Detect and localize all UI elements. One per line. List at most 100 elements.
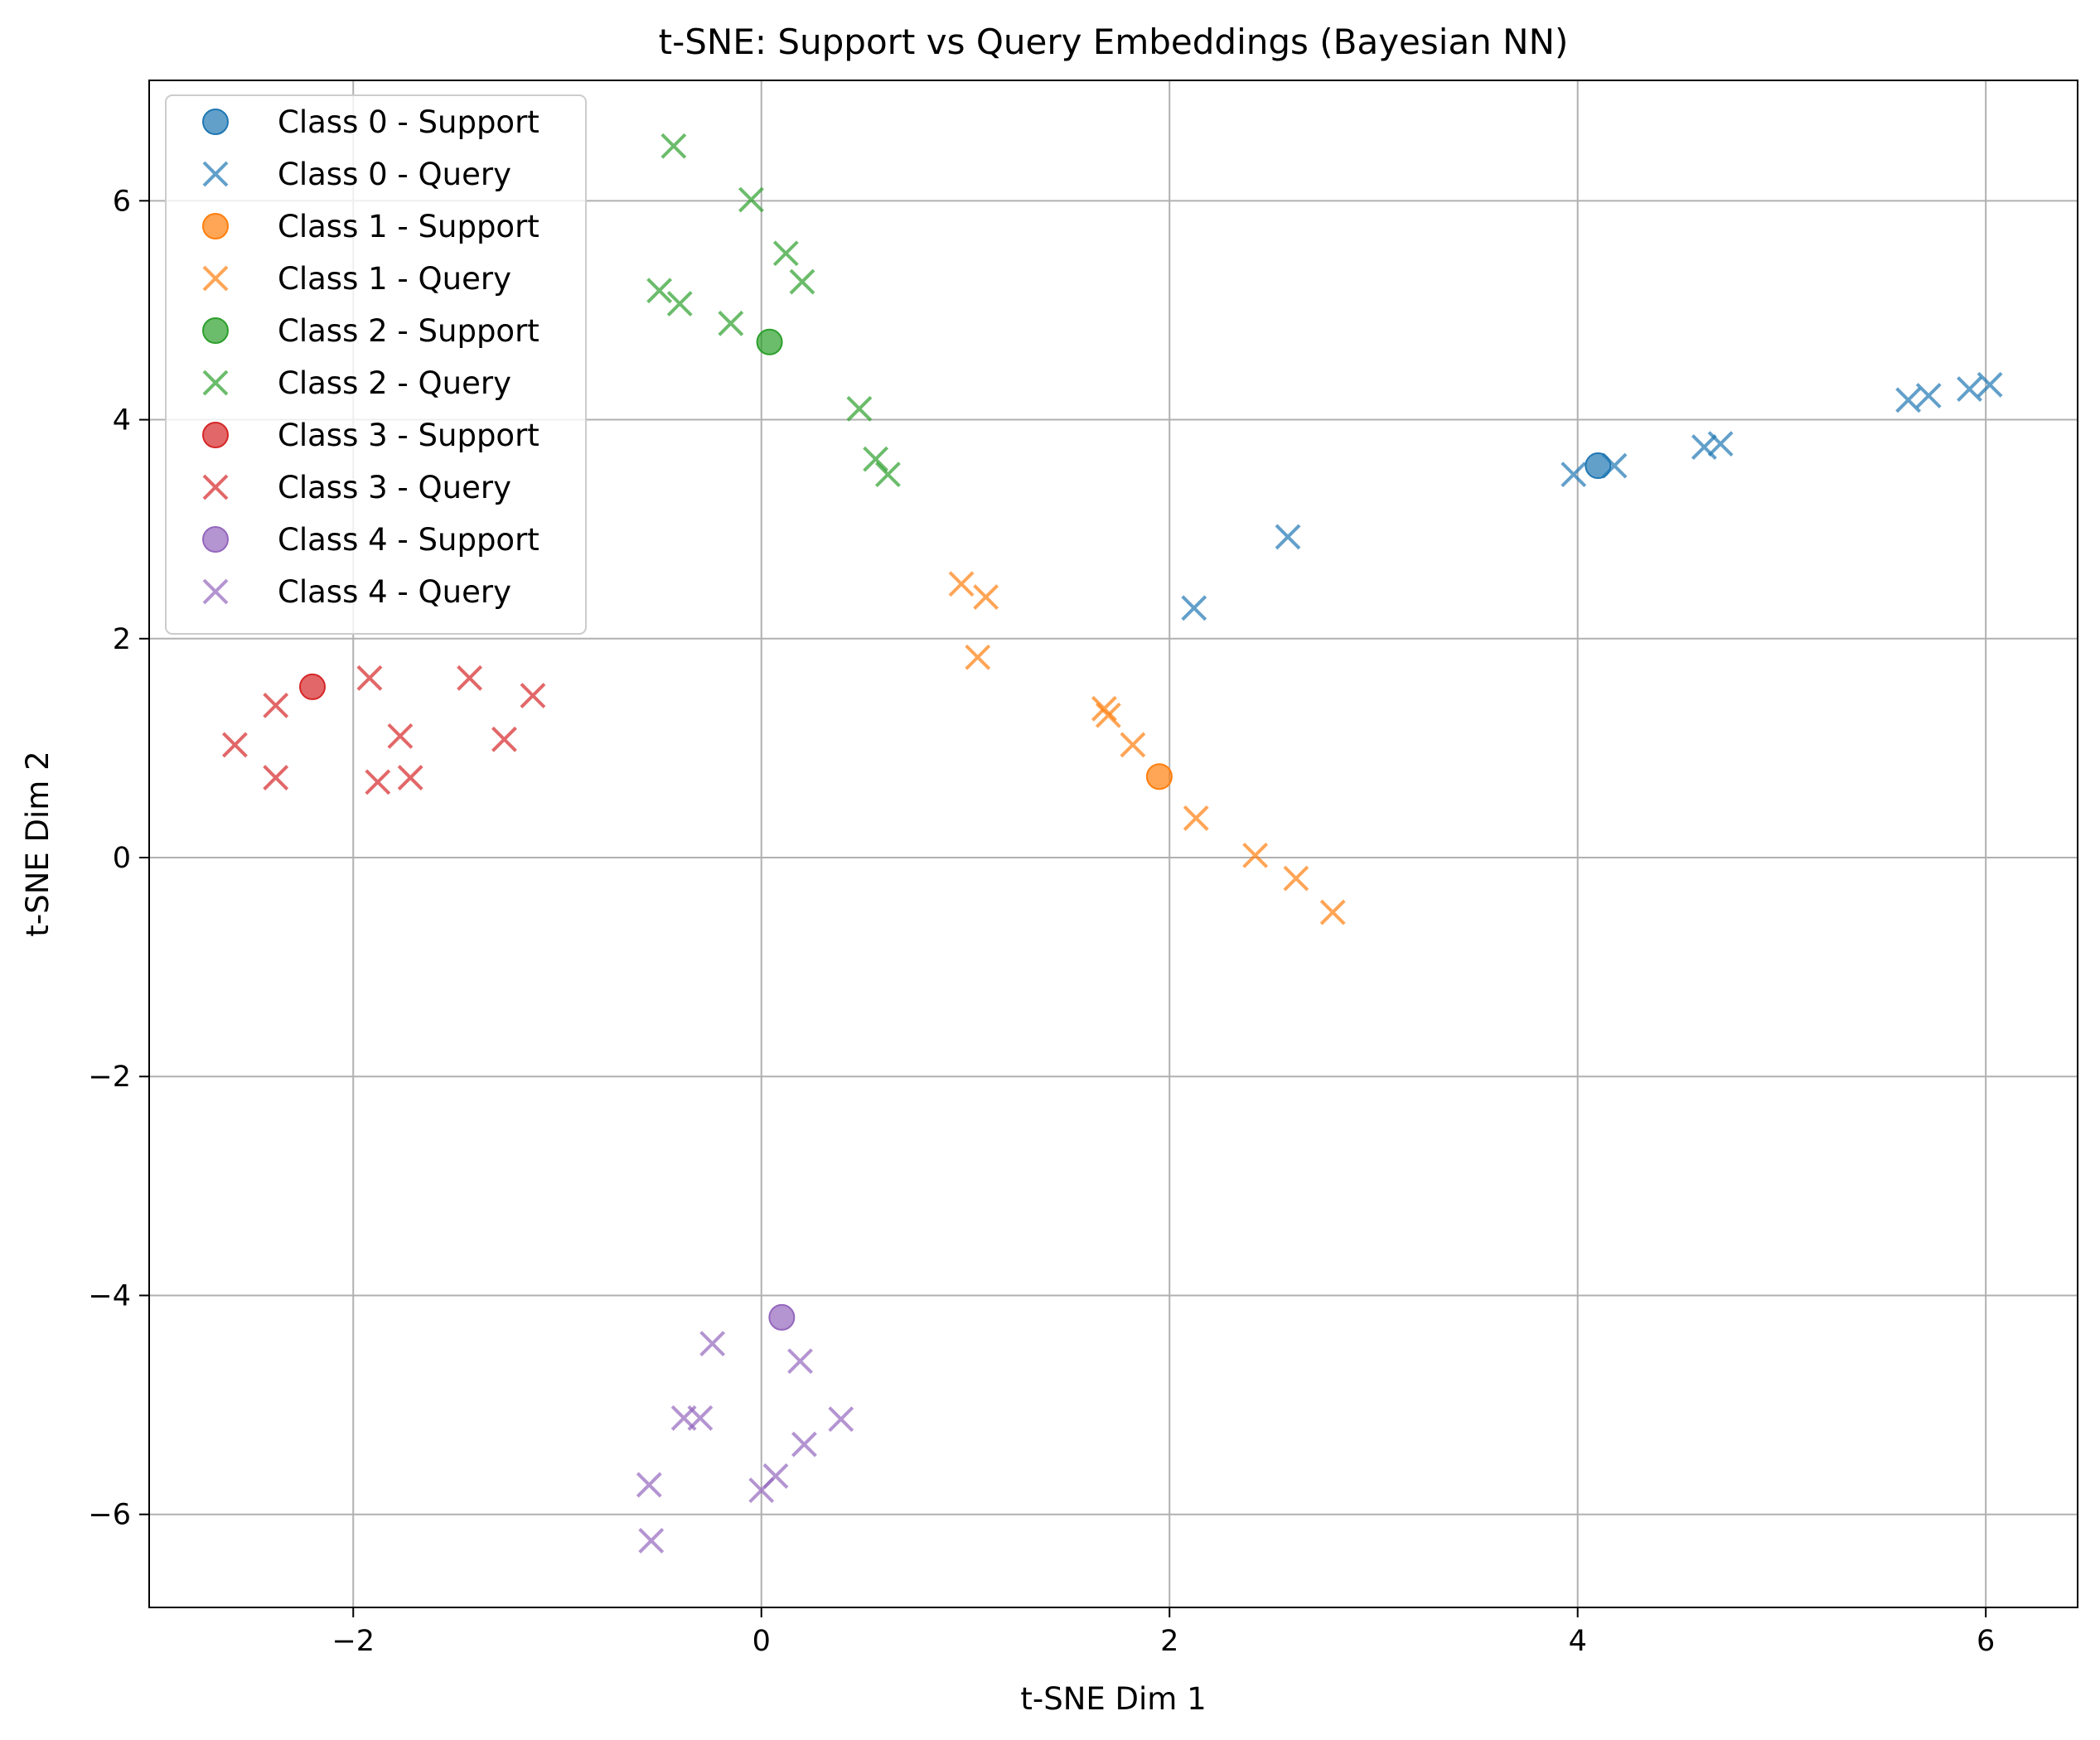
query-point <box>718 310 744 336</box>
series-group <box>298 673 326 700</box>
query-point <box>828 1406 854 1433</box>
legend-marker <box>202 265 229 292</box>
data-points <box>222 133 2003 1554</box>
query-point <box>646 278 673 304</box>
query-point <box>520 683 546 708</box>
support-point <box>1145 763 1173 790</box>
x-tick-label: 0 <box>752 1625 771 1658</box>
support-point <box>756 328 783 355</box>
query-point <box>948 571 975 597</box>
query-point <box>973 584 999 610</box>
series-group <box>1181 371 2003 621</box>
y-tick-label: 2 <box>113 623 131 656</box>
query-point <box>1283 865 1309 892</box>
query-point <box>457 665 483 691</box>
query-point <box>263 765 289 790</box>
query-point <box>846 395 873 422</box>
legend-label: Class 1 - Support <box>278 209 540 244</box>
legend-label: Class 4 - Query <box>278 574 511 610</box>
query-point <box>1319 899 1346 926</box>
query-point <box>1601 452 1628 479</box>
query-point <box>1915 383 1942 408</box>
query-point <box>965 644 991 670</box>
series-group <box>1145 763 1173 790</box>
legend-label: Class 1 - Query <box>278 261 511 297</box>
query-point <box>687 1405 714 1431</box>
query-point <box>491 726 517 752</box>
legend-marker <box>202 526 229 553</box>
query-point <box>789 268 815 295</box>
legend-label: Class 4 - Support <box>278 522 540 558</box>
query-point <box>356 665 383 691</box>
legend-marker <box>202 317 229 344</box>
legend-marker <box>202 578 229 605</box>
query-point <box>1275 524 1301 550</box>
query-point <box>1957 376 1982 402</box>
query-point <box>1120 732 1146 758</box>
chart-title: t-SNE: Support vs Query Embeddings (Baye… <box>659 22 1569 62</box>
query-point <box>1691 434 1717 460</box>
series-group <box>222 665 546 795</box>
series-group <box>948 571 1346 926</box>
query-point <box>222 732 248 758</box>
query-point <box>1977 371 2003 398</box>
query-point <box>1181 595 1207 621</box>
x-tick-label: 2 <box>1160 1625 1178 1658</box>
support-point <box>768 1303 796 1331</box>
query-point <box>1095 702 1121 728</box>
query-point <box>738 186 764 213</box>
query-point <box>660 133 687 159</box>
series-group <box>646 133 901 488</box>
legend-box <box>165 94 587 635</box>
legend-label: Class 2 - Support <box>278 313 540 349</box>
axes-frame <box>148 80 2078 1608</box>
query-point <box>787 1348 813 1375</box>
query-point <box>365 769 391 795</box>
grid-lines <box>149 80 2078 1607</box>
query-point <box>1183 805 1209 831</box>
legend-label: Class 3 - Support <box>278 418 540 453</box>
query-point <box>263 692 289 718</box>
query-point <box>772 240 799 267</box>
x-tick-label: 4 <box>1569 1625 1587 1658</box>
query-point <box>1242 842 1269 868</box>
series-group <box>756 328 783 355</box>
query-point <box>387 723 414 749</box>
legend-marker <box>202 370 229 396</box>
y-tick-label: 6 <box>113 185 131 218</box>
legend-marker <box>202 474 229 500</box>
y-axis-label: t-SNE Dim 2 <box>20 751 56 936</box>
query-point <box>748 1477 775 1504</box>
legend-marker <box>202 422 229 448</box>
axis-ticks: −2 0 2 4 6 −6 −4 −2 0 2 4 6 <box>88 185 1995 1658</box>
query-point <box>791 1431 817 1457</box>
legend-label: Class 0 - Support <box>278 104 540 140</box>
y-tick-label: 4 <box>113 404 131 437</box>
x-tick-label: 6 <box>1977 1625 1995 1658</box>
query-point <box>638 1527 665 1554</box>
legend-marker <box>202 161 229 187</box>
query-point <box>397 765 423 790</box>
legend: Class 0 - Support Class 0 - Query Class 1 … <box>165 94 587 635</box>
legend-label: Class 2 - Query <box>278 365 511 401</box>
x-tick-label: −2 <box>331 1625 375 1658</box>
legend-marker <box>202 213 229 239</box>
query-point <box>863 446 889 472</box>
y-tick-label: −2 <box>88 1061 131 1094</box>
x-axis-label: t-SNE Dim 1 <box>1020 1681 1206 1717</box>
legend-label: Class 0 - Query <box>278 157 511 192</box>
y-tick-label: 0 <box>113 842 131 875</box>
query-point <box>699 1331 726 1357</box>
legend-label: Class 3 - Query <box>278 470 511 505</box>
query-point <box>1091 695 1117 722</box>
query-point <box>636 1472 662 1498</box>
support-point <box>1585 452 1612 480</box>
query-point <box>666 291 693 317</box>
legend-marker <box>202 109 229 135</box>
series-group <box>1585 452 1612 480</box>
series-group <box>768 1303 796 1331</box>
series-group <box>636 1331 854 1554</box>
y-tick-label: −4 <box>88 1279 131 1312</box>
query-point <box>1560 462 1587 488</box>
